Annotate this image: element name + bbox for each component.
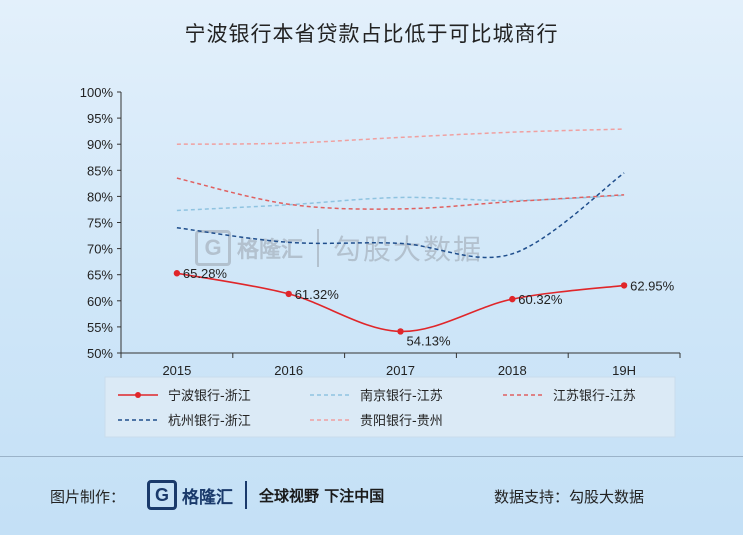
y-tick-label: 75%: [87, 216, 113, 231]
legend-label: 宁波银行-浙江: [168, 388, 251, 404]
chart-title: 宁波银行本省贷款占比低于可比城商行: [184, 22, 559, 46]
legend-label: 南京银行-江苏: [360, 388, 443, 404]
y-axis: 50% 55% 60% 65% 70% 75% 80% 85% 90% 95% 100%: [80, 85, 122, 361]
footer-slogan: 全球视野 下注中国: [259, 486, 385, 505]
legend-label: 贵阳银行-贵州: [360, 414, 443, 429]
watermark-logo-icon: G: [195, 230, 231, 266]
data-point: [173, 270, 181, 277]
data-labels: 65.28% 61.32% 54.13% 60.32% 62.95%: [183, 266, 675, 348]
y-tick-label: 70%: [87, 242, 113, 257]
footer-left-label: 图片制作：: [50, 488, 126, 506]
x-tick-label: 2017: [386, 363, 415, 378]
watermark-logo-name: 格隆汇: [237, 238, 304, 263]
x-tick-label: 2015: [162, 363, 191, 378]
series-line-3: [176, 177, 625, 210]
data-point: [620, 282, 628, 289]
y-tick-label: 60%: [87, 294, 113, 309]
x-tick-label: 2018: [498, 363, 527, 378]
legend-label: 江苏银行-江苏: [553, 388, 636, 404]
y-tick-label: 55%: [87, 320, 113, 335]
y-tick-label: 50%: [87, 346, 113, 361]
series-line-2: [176, 194, 625, 212]
watermark: G 格隆汇 勾股大数据: [195, 228, 483, 268]
data-label: 54.13%: [407, 333, 452, 348]
y-tick-label: 95%: [87, 111, 113, 126]
footer-divider: [0, 456, 743, 457]
logo-g-icon: G: [147, 480, 177, 510]
y-tick-label: 65%: [87, 268, 113, 283]
y-tick-label: 85%: [87, 163, 113, 178]
y-tick-label: 100%: [80, 85, 114, 100]
legend-label: 杭州银行-浙江: [168, 414, 251, 429]
legend-marker: [135, 392, 141, 398]
y-tick-label: 80%: [87, 189, 113, 204]
series-line-4: [176, 172, 625, 259]
data-point: [285, 290, 292, 298]
series-line-5: [176, 128, 625, 145]
footer-data-source: 数据支持：勾股大数据: [494, 488, 645, 506]
data-label: 62.95%: [630, 278, 675, 293]
x-tick-label: 19H: [612, 363, 636, 378]
logo-separator: [245, 481, 247, 509]
data-label: 65.28%: [183, 266, 228, 281]
watermark-separator: [317, 229, 320, 267]
footer-logo: G 格隆汇 全球视野 下注中国: [147, 480, 384, 510]
x-axis: 2015 2016 2017 2018 19H: [120, 352, 681, 378]
data-point: [509, 295, 516, 303]
watermark-data-source: 勾股大数据: [333, 233, 484, 266]
data-label: 60.32%: [518, 292, 563, 307]
data-point: [397, 328, 404, 335]
y-tick-label: 90%: [87, 137, 113, 152]
data-label: 61.32%: [295, 287, 340, 302]
x-tick-label: 2016: [274, 363, 303, 378]
legend-box: [104, 376, 676, 438]
logo-name: 格隆汇: [182, 487, 233, 508]
series-lines: [173, 128, 628, 335]
footer: 图片制作： G 格隆汇 全球视野 下注中国 数据支持：勾股大数据: [0, 478, 743, 514]
